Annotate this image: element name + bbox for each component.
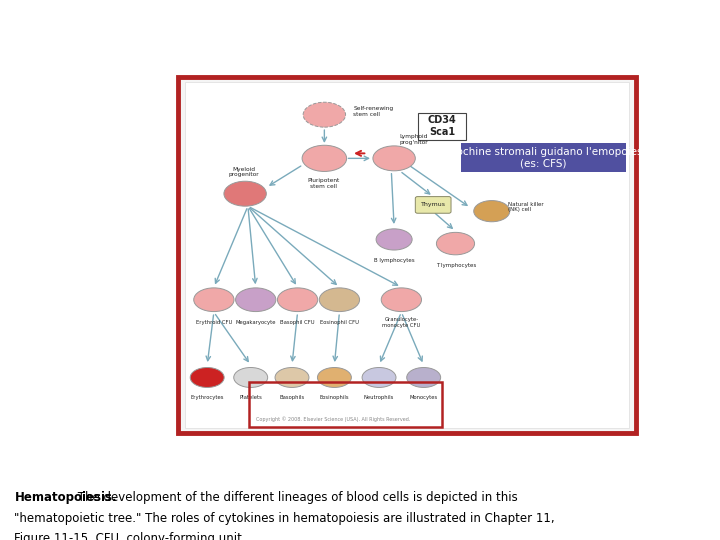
Text: Self-renewing
stem cell: Self-renewing stem cell — [354, 106, 394, 117]
Ellipse shape — [234, 368, 268, 388]
Text: Platelets: Platelets — [239, 395, 262, 400]
Ellipse shape — [302, 145, 346, 172]
Ellipse shape — [474, 200, 510, 222]
FancyBboxPatch shape — [178, 77, 636, 433]
Ellipse shape — [190, 368, 224, 388]
FancyBboxPatch shape — [418, 113, 466, 140]
Text: B lymphocytes: B lymphocytes — [374, 258, 415, 263]
Ellipse shape — [436, 232, 474, 255]
Text: Figure 11-15. CFU, colony-forming unit.: Figure 11-15. CFU, colony-forming unit. — [14, 532, 246, 540]
Ellipse shape — [224, 181, 266, 206]
Text: Erythrocytes: Erythrocytes — [190, 395, 224, 400]
Text: Myeloid
progenitor: Myeloid progenitor — [229, 167, 259, 178]
Ellipse shape — [277, 288, 318, 312]
Text: Lymphoid
prog'nitor: Lymphoid prog'nitor — [400, 134, 428, 145]
Text: Citochine stromali guidano l'emopoiesi
(es: CFS): Citochine stromali guidano l'emopoiesi (… — [441, 147, 645, 168]
Text: T lymphocytes: T lymphocytes — [436, 263, 477, 268]
Text: Neutrophils: Neutrophils — [364, 395, 395, 400]
Text: Megakaryocyte: Megakaryocyte — [235, 320, 276, 325]
Ellipse shape — [303, 102, 346, 127]
Ellipse shape — [407, 368, 441, 388]
FancyBboxPatch shape — [185, 82, 629, 428]
Ellipse shape — [319, 288, 359, 312]
Ellipse shape — [318, 368, 351, 388]
Text: Granulocyte-
monocyte CFU: Granulocyte- monocyte CFU — [382, 317, 420, 328]
Text: "hematopoietic tree." The roles of cytokines in hematopoiesis are illustrated in: "hematopoietic tree." The roles of cytok… — [14, 512, 555, 525]
Ellipse shape — [275, 368, 309, 388]
Text: Pluripotent
stem cell: Pluripotent stem cell — [307, 178, 339, 188]
Text: Monocytes: Monocytes — [410, 395, 438, 400]
Text: Hematopoiesis.: Hematopoiesis. — [14, 491, 117, 504]
Ellipse shape — [381, 288, 421, 312]
Text: Erythroid CFU: Erythroid CFU — [196, 320, 232, 325]
Text: Basophils: Basophils — [279, 395, 305, 400]
Ellipse shape — [373, 146, 415, 171]
Text: CD34
Sca1: CD34 Sca1 — [428, 116, 456, 137]
Ellipse shape — [376, 229, 412, 250]
Text: Natural killer
(NK) cell: Natural killer (NK) cell — [508, 201, 544, 212]
Text: Copyright © 2008. Elsevier Science (USA). All Rights Reserved.: Copyright © 2008. Elsevier Science (USA)… — [256, 416, 410, 422]
Text: Eosinophil CFU: Eosinophil CFU — [320, 320, 359, 325]
Text: Basophil CFU: Basophil CFU — [280, 320, 315, 325]
FancyBboxPatch shape — [415, 197, 451, 213]
Text: Thymus: Thymus — [420, 202, 446, 207]
FancyBboxPatch shape — [461, 144, 626, 172]
Text: Eosinophils: Eosinophils — [320, 395, 349, 400]
Ellipse shape — [235, 288, 276, 312]
Text: The development of the different lineages of blood cells is depicted in this: The development of the different lineage… — [74, 491, 518, 504]
Ellipse shape — [362, 368, 396, 388]
Ellipse shape — [194, 288, 234, 312]
